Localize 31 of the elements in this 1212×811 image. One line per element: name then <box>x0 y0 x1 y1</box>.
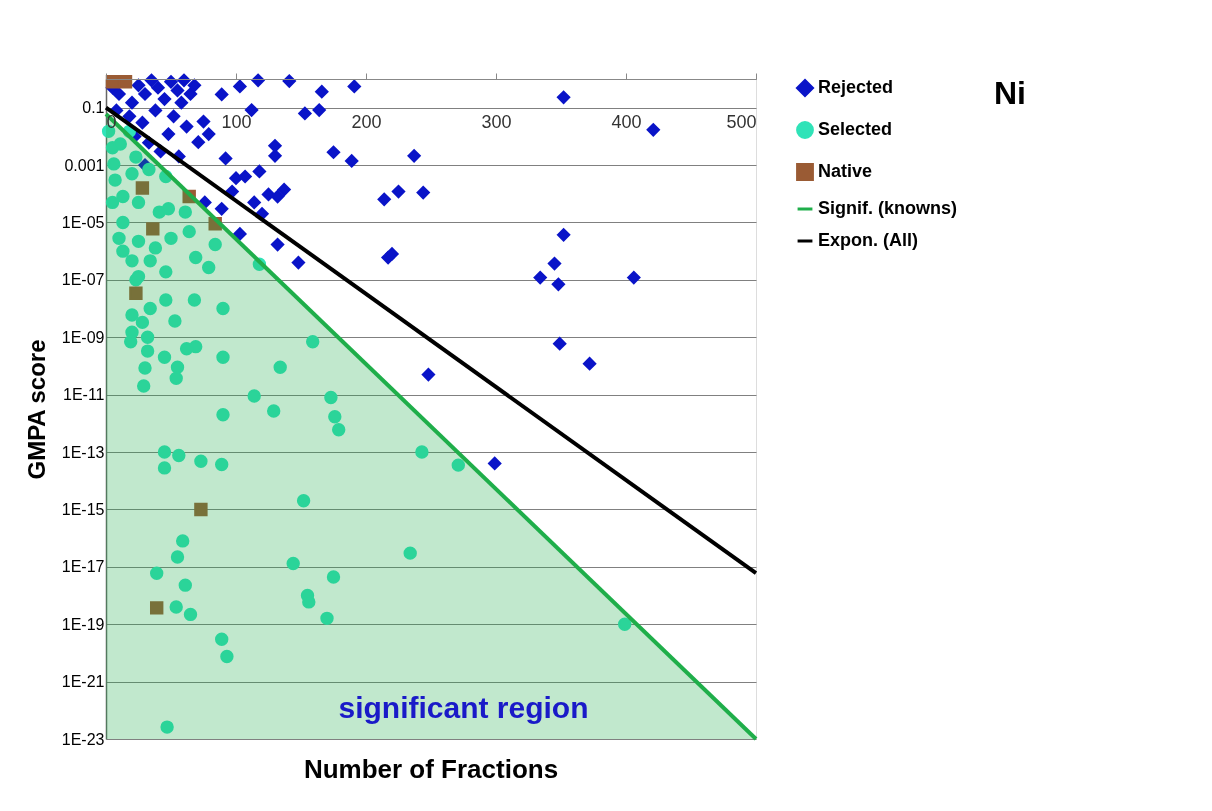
x-tick-label: 500 <box>726 111 757 132</box>
y-tick-label: 0.001 <box>64 156 105 174</box>
point <box>146 222 160 236</box>
point <box>194 502 208 517</box>
point <box>150 601 164 615</box>
x-tick-label: 400 <box>611 111 642 132</box>
y-tick-label: 1E-09 <box>61 328 105 346</box>
legend-label: Native <box>818 161 873 181</box>
y-tick-label: 1E-11 <box>62 386 105 404</box>
legend-label: Rejected <box>818 77 894 97</box>
y-tick-label: 1E-13 <box>61 443 105 461</box>
point <box>135 181 150 195</box>
legend-label: Expon. (All) <box>818 230 918 250</box>
y-tick-label: 1E-15 <box>61 500 105 518</box>
y-tick-label: 1E-19 <box>61 615 105 633</box>
point <box>129 286 143 301</box>
x-tick-label: 200 <box>351 111 382 132</box>
legend-label: Signif. (knowns) <box>818 198 957 218</box>
y-tick-label: 1E-17 <box>61 558 105 576</box>
y-axis-title: GMPA score <box>22 339 50 480</box>
legend-label: Selected <box>818 119 893 139</box>
x-axis-title: Number of Fractions <box>303 754 559 784</box>
x-tick-label: 300 <box>481 111 512 132</box>
annotation: significant region <box>338 691 589 724</box>
x-tick-label: 100 <box>221 111 252 132</box>
text: Ni <box>994 75 1026 111</box>
y-tick-label: 1E-07 <box>61 271 105 289</box>
y-tick-label: 0.1 <box>82 99 105 117</box>
y-tick-label: 1E-05 <box>61 213 105 231</box>
y-tick-label: 1E-21 <box>61 673 105 691</box>
y-tick-label: 1E-23 <box>61 730 105 748</box>
